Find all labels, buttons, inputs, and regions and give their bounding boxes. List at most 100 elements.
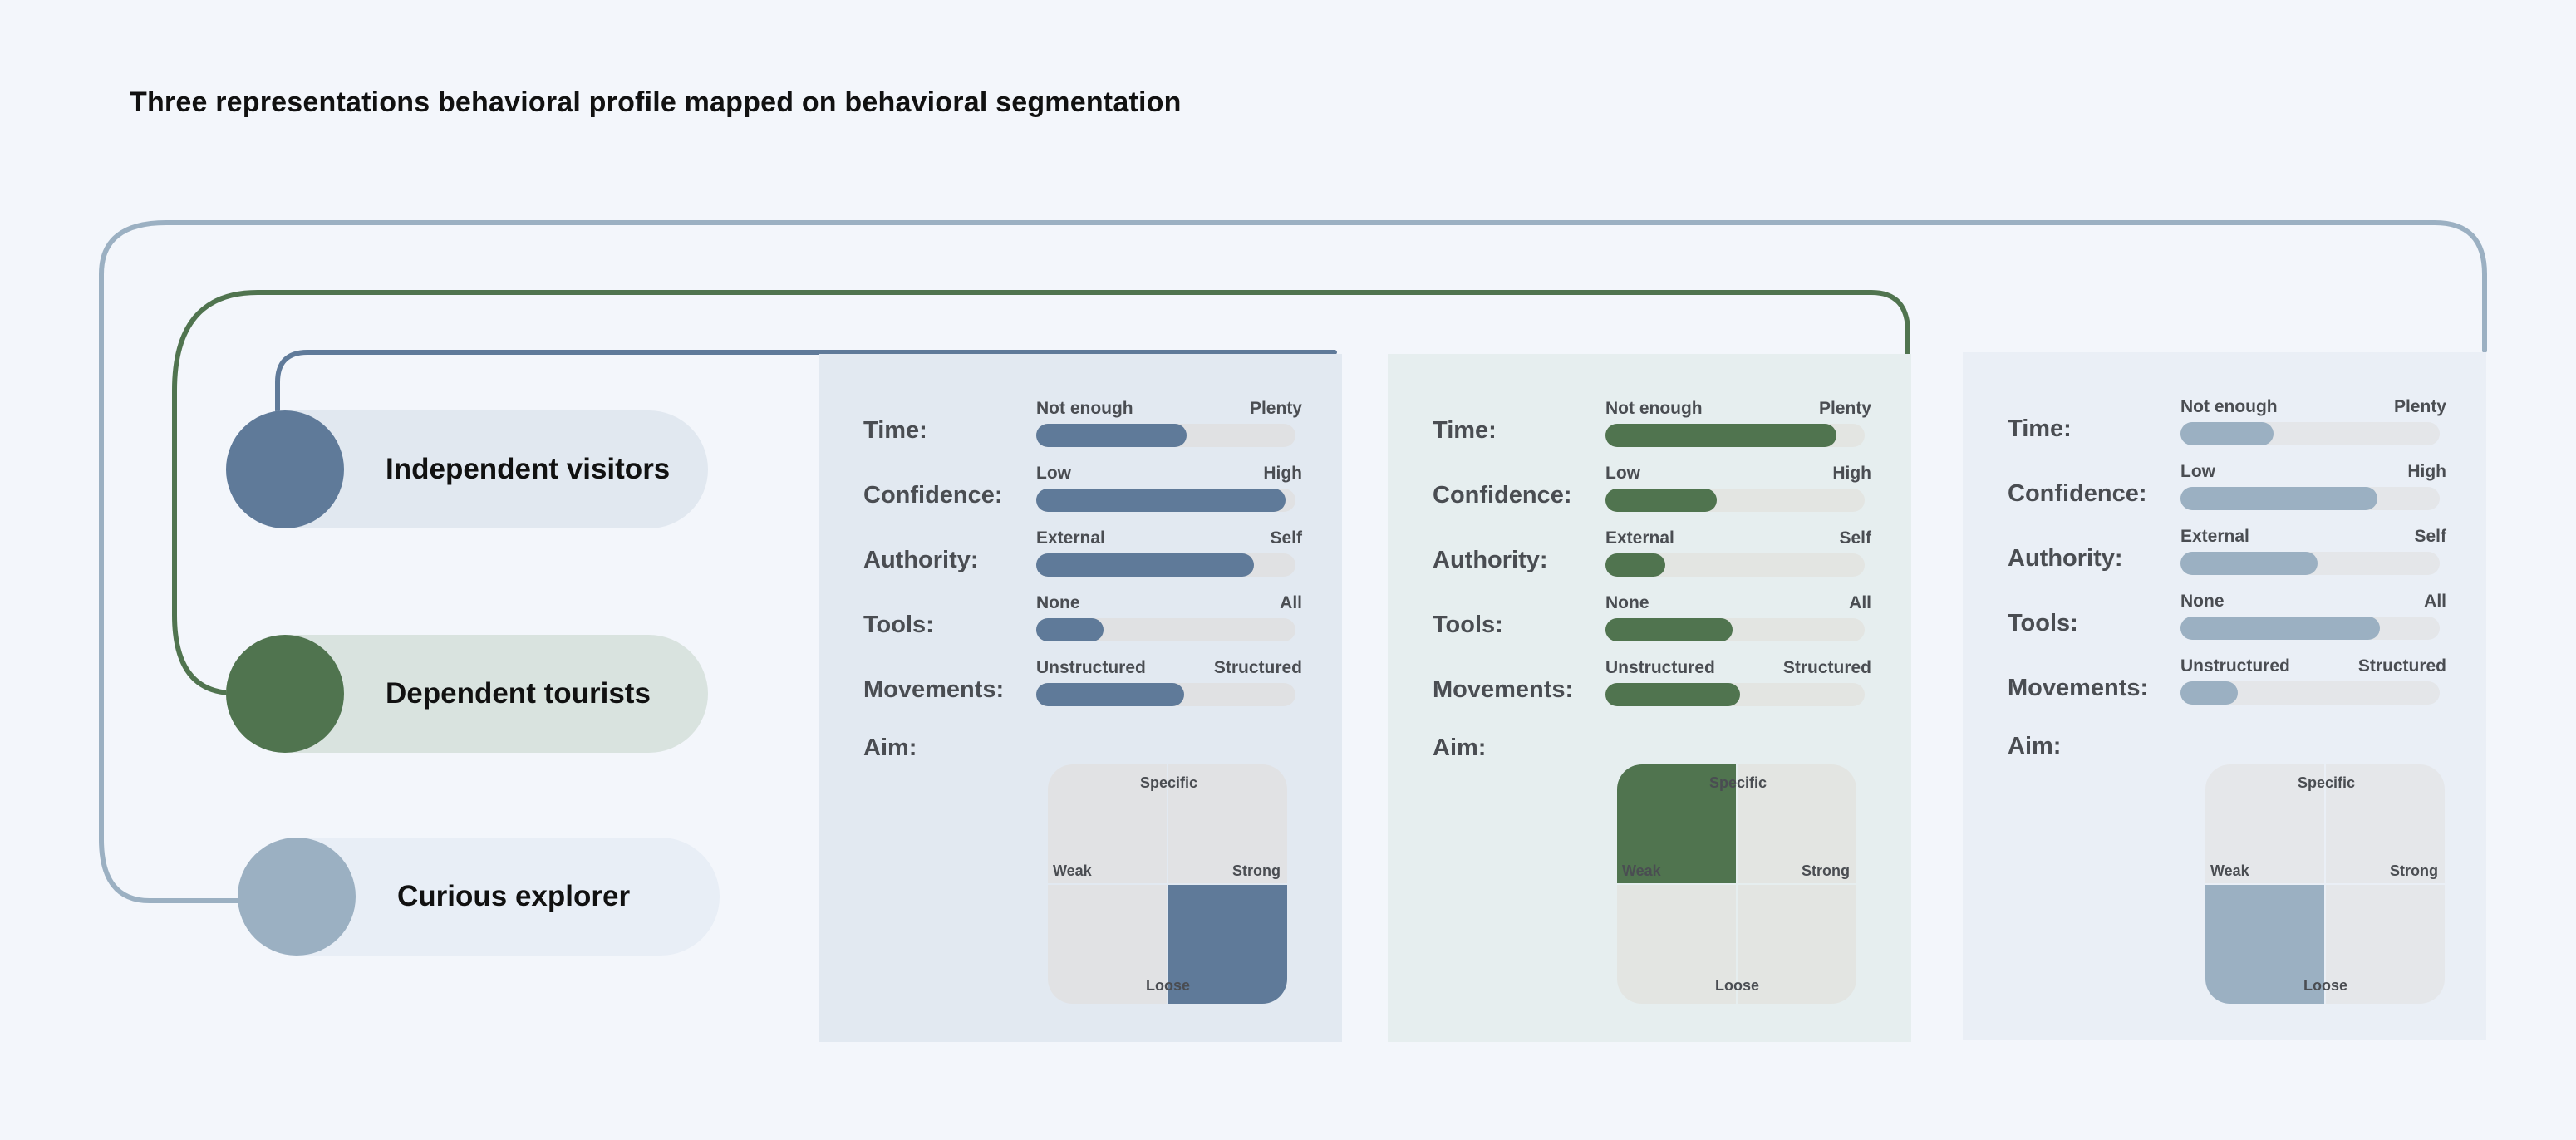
metric-fill [1036,553,1255,577]
metric-row: Confidence: Low High [819,464,1342,530]
metric-row: Time: Not enough Plenty [1388,399,1911,465]
metric-high-label: All [1280,593,1302,612]
metric-track [2180,617,2440,640]
metric-row: Movements: Unstructured Structured [1963,656,2486,723]
aim-bottom-label: Loose [1146,977,1191,994]
metric-name: Confidence: [2008,480,2147,507]
segment-pill-dependent: Dependent tourists [226,635,708,753]
metric-fill [1036,424,1187,447]
metric-track [2180,681,2440,705]
aim-quadrant-grid: Specific Weak Strong Loose [1048,764,1287,1004]
metric-high-label: Self [2414,527,2446,546]
diagram-title: Three representations behavioral profile… [130,86,1182,118]
segment-label: Curious explorer [397,880,631,912]
metric-high-label: Self [1270,528,1302,548]
aim-quadrant-top-left [1617,764,1736,883]
aim-quadrant-bottom-right [1168,885,1287,1004]
metric-name: Movements: [1433,676,1574,703]
metric-row: Time: Not enough Plenty [819,399,1342,465]
segment-pill-curious: Curious explorer [238,838,720,956]
aim-right-label: Strong [1802,862,1850,879]
segment-pill-independent: Independent visitors [226,410,708,528]
aim-bottom-label: Loose [2303,977,2348,994]
metric-low-label: Low [2180,462,2215,481]
metric-low-label: Not enough [2180,397,2278,416]
metric-track [1036,683,1295,706]
metric-track [2180,552,2440,575]
metric-name: Authority: [863,547,979,573]
metric-low-label: External [1605,528,1674,548]
aim-quadrant-bottom-right [2326,885,2445,1004]
metric-name: Movements: [2008,675,2149,701]
aim-label: Aim: [2008,733,2062,759]
metric-low-label: Not enough [1036,399,1133,418]
metric-fill [1036,618,1104,641]
metric-low-label: None [1605,593,1649,612]
metric-high-label: All [2424,592,2446,611]
metric-name: Tools: [863,612,934,638]
aim-quadrant-top-left [1048,764,1167,883]
metric-fill [1605,683,1741,706]
aim-quadrant-top-right [1738,764,1856,883]
metric-track [1605,553,1865,577]
aim-right-label: Strong [1232,862,1281,879]
metric-fill [2180,681,2238,705]
metric-row: Tools: None All [1388,593,1911,660]
metric-row: Authority: External Self [1388,528,1911,595]
metric-fill [1605,424,1836,447]
segment-label: Dependent tourists [386,677,651,710]
aim-left-label: Weak [2210,862,2249,879]
metric-track [1605,618,1865,641]
metric-high-label: Structured [1213,658,1302,677]
metric-fill [1036,683,1184,706]
metric-name: Authority: [2008,545,2123,572]
metric-low-label: None [2180,592,2225,611]
metric-high-label: All [1849,593,1871,612]
aim-bottom-label: Loose [1715,977,1760,994]
metric-high-label: High [1263,464,1302,483]
segment-dot-icon [226,410,344,528]
aim-top-label: Specific [1140,774,1198,791]
metric-fill [2180,487,2378,510]
metric-row: Authority: External Self [1963,527,2486,593]
metric-high-label: Self [1839,528,1871,548]
metric-fill [1605,489,1718,512]
aim-quadrant-bottom-left [1617,885,1736,1004]
metric-fill [2180,552,2318,575]
metric-low-label: External [1036,528,1105,548]
metric-low-label: External [2180,527,2249,546]
aim-left-label: Weak [1622,862,1661,879]
segment-dot-icon [226,635,344,753]
metric-row: Confidence: Low High [1388,464,1911,530]
metric-low-label: Unstructured [2180,656,2290,676]
metric-row: Movements: Unstructured Structured [1388,658,1911,725]
metric-fill [1036,489,1286,512]
metric-row: Confidence: Low High [1963,462,2486,528]
metric-high-label: Structured [1782,658,1871,677]
metric-name: Confidence: [1433,482,1572,509]
metric-row: Time: Not enough Plenty [1963,397,2486,464]
metric-name: Time: [863,417,927,444]
profile-panel-2: Time: Not enough Plenty Confidence: Low … [1388,354,1911,1042]
profile-panel-1: Time: Not enough Plenty Confidence: Low … [819,354,1342,1042]
metric-track [1605,424,1865,447]
metric-high-label: High [2407,462,2446,481]
metric-low-label: Low [1605,464,1640,483]
aim-quadrant-bottom-left [2205,885,2324,1004]
aim-quadrant-grid: Specific Weak Strong Loose [1617,764,1856,1004]
segment-dot-icon [238,838,356,956]
aim-top-label: Specific [2298,774,2356,791]
aim-label: Aim: [863,735,917,761]
metric-fill [2180,422,2274,445]
metric-row: Movements: Unstructured Structured [819,658,1342,725]
metric-track [2180,422,2440,445]
segment-label: Independent visitors [386,453,671,485]
metric-fill [1605,553,1665,577]
metric-high-label: Plenty [1249,399,1302,418]
aim-right-label: Strong [2390,862,2438,879]
metric-low-label: Unstructured [1605,658,1715,677]
metric-name: Authority: [1433,547,1548,573]
metric-row: Tools: None All [1963,592,2486,658]
aim-quadrant-top-left [2205,764,2324,883]
metric-high-label: Plenty [1818,399,1871,418]
